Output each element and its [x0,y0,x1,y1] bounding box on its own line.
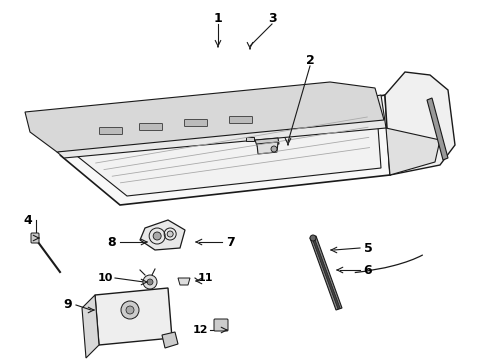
Polygon shape [246,137,254,141]
Text: 10: 10 [98,273,113,283]
Text: 4: 4 [24,213,32,226]
Polygon shape [162,332,178,348]
Circle shape [310,235,316,241]
Polygon shape [257,142,278,154]
Circle shape [271,146,277,152]
FancyBboxPatch shape [99,127,122,135]
Polygon shape [60,95,390,205]
Circle shape [147,279,153,285]
Text: 2: 2 [306,54,315,67]
Circle shape [121,301,139,319]
Text: 12: 12 [192,325,208,335]
Polygon shape [140,220,185,250]
Polygon shape [312,237,340,309]
Text: 3: 3 [268,12,276,24]
Text: 6: 6 [364,264,372,276]
FancyBboxPatch shape [214,319,228,331]
FancyBboxPatch shape [185,120,207,126]
Polygon shape [25,82,384,152]
Polygon shape [386,128,440,175]
Circle shape [126,306,134,314]
Polygon shape [310,236,342,310]
Polygon shape [82,295,99,358]
Text: 1: 1 [214,12,222,24]
Circle shape [143,275,157,289]
Polygon shape [72,100,381,196]
Text: 7: 7 [225,235,234,248]
FancyBboxPatch shape [140,123,163,130]
Text: 8: 8 [108,235,116,248]
Polygon shape [427,98,448,160]
FancyBboxPatch shape [31,233,39,243]
Text: 5: 5 [364,242,372,255]
Polygon shape [95,288,172,345]
Circle shape [167,231,173,237]
Text: 11: 11 [197,273,213,283]
Polygon shape [255,138,279,146]
Polygon shape [385,72,455,175]
Text: 9: 9 [64,298,73,311]
Polygon shape [57,95,386,158]
Polygon shape [178,278,190,285]
FancyBboxPatch shape [229,117,252,123]
Circle shape [153,232,161,240]
